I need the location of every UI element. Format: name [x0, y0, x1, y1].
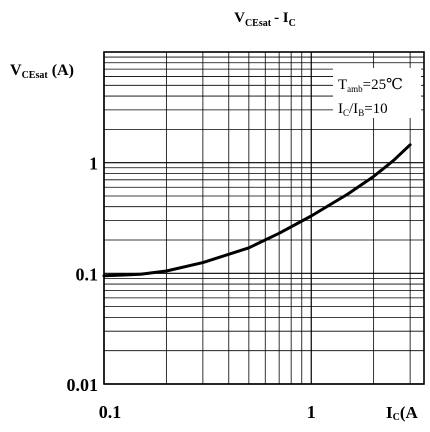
annotation-amb: amb [347, 84, 363, 94]
annotation-temp-value: =25℃ [363, 77, 403, 93]
plot-frame [103, 51, 425, 385]
annotation-box [333, 68, 421, 118]
y-tick-labels: 0.01 0.1 1 [67, 154, 99, 395]
title-sub: CEsat [245, 18, 272, 29]
title-main: V [234, 10, 245, 26]
ylabel-tail: (A) [48, 62, 74, 79]
y-tick-label: 0.01 [67, 375, 99, 395]
ylabel-main: V [10, 62, 22, 79]
annotation-ic: I [338, 101, 343, 117]
y-axis-label: VCEsat (A) [10, 62, 74, 81]
y-tick-label: 1 [89, 154, 98, 174]
x-tick-labels: 0.1 1 [99, 402, 316, 422]
chart-title: VCEsat - IC [234, 10, 296, 29]
annotation-t: T [338, 77, 347, 93]
ylabel-sub: CEsat [22, 70, 49, 81]
x-axis-label: IC(A [386, 403, 419, 423]
x-tick-label: 1 [307, 402, 316, 422]
title-tail: - I [274, 10, 289, 26]
annotation-ratio-value: =10 [364, 101, 387, 117]
annotation-ratio: IC/IB=10 [338, 101, 388, 118]
annotation-ic-sub: C [343, 108, 349, 118]
xlabel-sub: C [393, 412, 400, 423]
title-tail-sub: C [289, 18, 296, 29]
annotation-ib-sub: B [358, 108, 364, 118]
annotation-ib: /I [349, 101, 358, 117]
vcesat-curve [102, 143, 412, 278]
xlabel-main: I [386, 403, 393, 422]
y-tick-label: 0.1 [76, 264, 99, 284]
annotation-temperature: Tamb=25℃ [338, 77, 403, 94]
x-tick-label: 0.1 [99, 402, 122, 422]
xlabel-tail: (A [400, 403, 419, 422]
